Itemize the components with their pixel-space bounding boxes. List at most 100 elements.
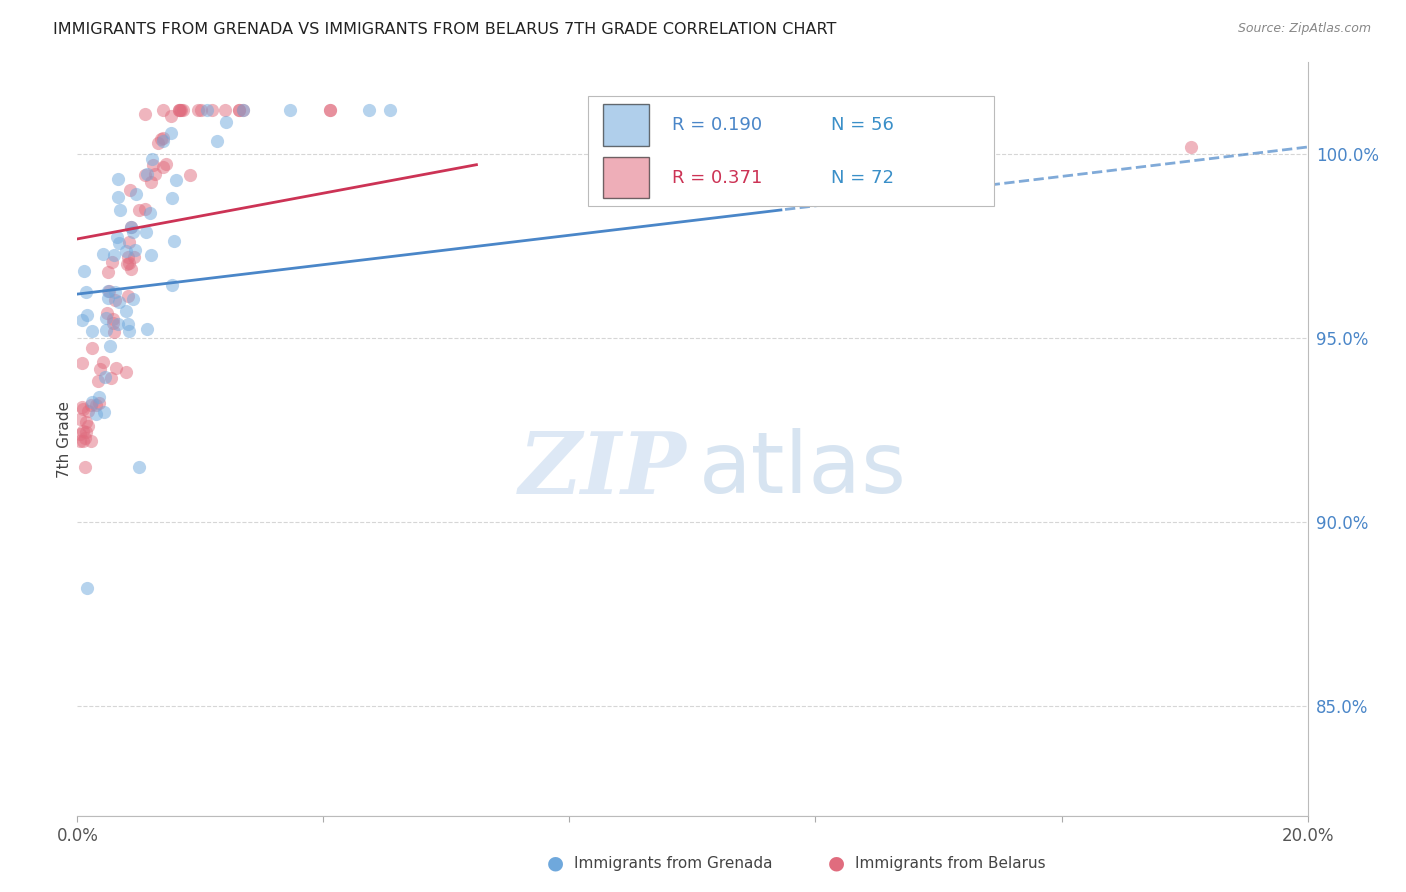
Point xyxy=(69,427,91,442)
Point xyxy=(80,341,103,355)
Point xyxy=(232,103,254,118)
Point xyxy=(122,292,145,306)
Point xyxy=(70,313,93,327)
Point xyxy=(117,250,139,264)
Point xyxy=(118,235,141,249)
Point xyxy=(115,244,138,259)
Point xyxy=(201,103,224,118)
Point xyxy=(136,322,159,336)
Point xyxy=(134,168,156,182)
Point xyxy=(80,434,103,449)
Point xyxy=(118,183,141,197)
Point xyxy=(80,324,103,338)
Point xyxy=(100,339,122,353)
Point xyxy=(115,365,138,379)
Point xyxy=(159,109,181,123)
Point xyxy=(141,152,163,166)
Point xyxy=(105,229,128,244)
Point xyxy=(72,424,94,438)
Point xyxy=(214,103,236,118)
Point xyxy=(167,103,190,118)
Point xyxy=(117,256,139,270)
Point xyxy=(195,103,218,118)
Point xyxy=(87,396,110,410)
Point xyxy=(120,220,142,235)
Point xyxy=(278,103,301,118)
Point xyxy=(139,248,162,262)
Point xyxy=(94,323,117,337)
Point xyxy=(179,169,201,183)
Text: R = 0.190: R = 0.190 xyxy=(672,116,762,134)
Point xyxy=(162,277,184,292)
Point xyxy=(139,175,162,189)
Point xyxy=(103,326,125,340)
Point xyxy=(160,126,183,140)
Point xyxy=(169,103,191,118)
Point xyxy=(135,225,157,239)
Point xyxy=(134,107,156,121)
Point xyxy=(77,404,100,418)
Point xyxy=(165,173,187,187)
Text: Immigrants from Belarus: Immigrants from Belarus xyxy=(855,856,1046,871)
Point xyxy=(76,581,98,595)
Point xyxy=(138,206,160,220)
Point xyxy=(108,294,131,309)
Point xyxy=(94,311,117,326)
Point xyxy=(93,405,115,419)
Y-axis label: 7th Grade: 7th Grade xyxy=(56,401,72,478)
Point xyxy=(125,187,148,202)
Point xyxy=(152,131,174,145)
Point xyxy=(124,243,146,257)
Point xyxy=(75,425,97,440)
Point xyxy=(152,160,174,174)
Point xyxy=(100,370,122,384)
Point xyxy=(76,415,98,429)
Text: N = 72: N = 72 xyxy=(831,169,894,186)
Point xyxy=(101,311,124,326)
Point xyxy=(120,219,142,234)
Point xyxy=(128,459,150,474)
Point xyxy=(77,419,100,434)
Point xyxy=(152,103,174,118)
Point xyxy=(167,103,190,118)
Point xyxy=(128,202,150,217)
FancyBboxPatch shape xyxy=(588,96,994,206)
Point xyxy=(104,285,127,299)
Point xyxy=(160,190,183,204)
Point xyxy=(84,398,107,412)
Point xyxy=(72,434,94,448)
Point xyxy=(80,398,103,412)
Point xyxy=(87,390,110,404)
Point xyxy=(107,318,129,332)
Point xyxy=(97,284,120,298)
Point xyxy=(152,134,174,148)
Point xyxy=(142,158,165,172)
Point xyxy=(149,132,172,146)
Text: Immigrants from Grenada: Immigrants from Grenada xyxy=(574,856,772,871)
Point xyxy=(91,246,114,260)
Point xyxy=(190,103,212,118)
Point xyxy=(105,361,128,376)
Point xyxy=(97,291,120,305)
Point xyxy=(97,284,120,298)
Point xyxy=(172,103,194,118)
Point xyxy=(76,308,98,322)
Point xyxy=(228,103,250,118)
Point xyxy=(136,167,159,181)
Point xyxy=(228,103,250,118)
Text: Source: ZipAtlas.com: Source: ZipAtlas.com xyxy=(1237,22,1371,36)
Point xyxy=(187,103,209,118)
Point xyxy=(75,285,97,299)
Text: ●: ● xyxy=(547,854,564,873)
Point xyxy=(104,293,127,308)
Point xyxy=(72,356,94,370)
Point xyxy=(117,317,139,331)
Point xyxy=(319,103,342,118)
Point xyxy=(146,136,169,151)
Point xyxy=(73,431,96,445)
Text: N = 56: N = 56 xyxy=(831,116,894,134)
Text: ZIP: ZIP xyxy=(519,427,686,511)
Point xyxy=(108,203,131,218)
Point xyxy=(122,225,145,239)
Point xyxy=(91,355,114,369)
